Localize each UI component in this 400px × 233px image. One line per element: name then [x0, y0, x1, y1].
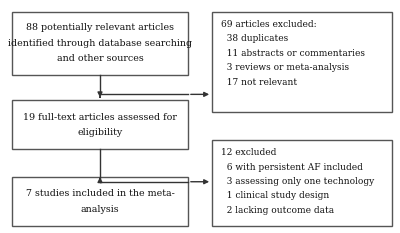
Bar: [12, 177, 188, 226]
Text: identified through database searching: identified through database searching: [8, 39, 192, 48]
Text: 12 excluded: 12 excluded: [221, 148, 276, 157]
Bar: [12, 12, 188, 75]
Text: 88 potentially relevant articles: 88 potentially relevant articles: [26, 24, 174, 32]
Text: 1 clinical study design: 1 clinical study design: [221, 192, 329, 200]
Text: 6 with persistent AF included: 6 with persistent AF included: [221, 163, 363, 171]
Text: 11 abstracts or commentaries: 11 abstracts or commentaries: [221, 49, 365, 58]
Text: and other sources: and other sources: [57, 54, 143, 63]
Text: 38 duplicates: 38 duplicates: [221, 34, 288, 43]
Text: 3 assessing only one technology: 3 assessing only one technology: [221, 177, 374, 186]
Text: 7 studies included in the meta-: 7 studies included in the meta-: [26, 189, 174, 199]
Text: eligibility: eligibility: [77, 128, 123, 137]
Text: 19 full-text articles assessed for: 19 full-text articles assessed for: [23, 113, 177, 122]
Text: analysis: analysis: [81, 205, 119, 214]
Bar: [212, 12, 392, 112]
Text: 17 not relevant: 17 not relevant: [221, 78, 297, 87]
Text: 2 lacking outcome data: 2 lacking outcome data: [221, 206, 334, 215]
Bar: [212, 140, 392, 226]
Text: 3 reviews or meta-analysis: 3 reviews or meta-analysis: [221, 63, 349, 72]
Text: 69 articles excluded:: 69 articles excluded:: [221, 20, 316, 29]
Bar: [12, 100, 188, 149]
